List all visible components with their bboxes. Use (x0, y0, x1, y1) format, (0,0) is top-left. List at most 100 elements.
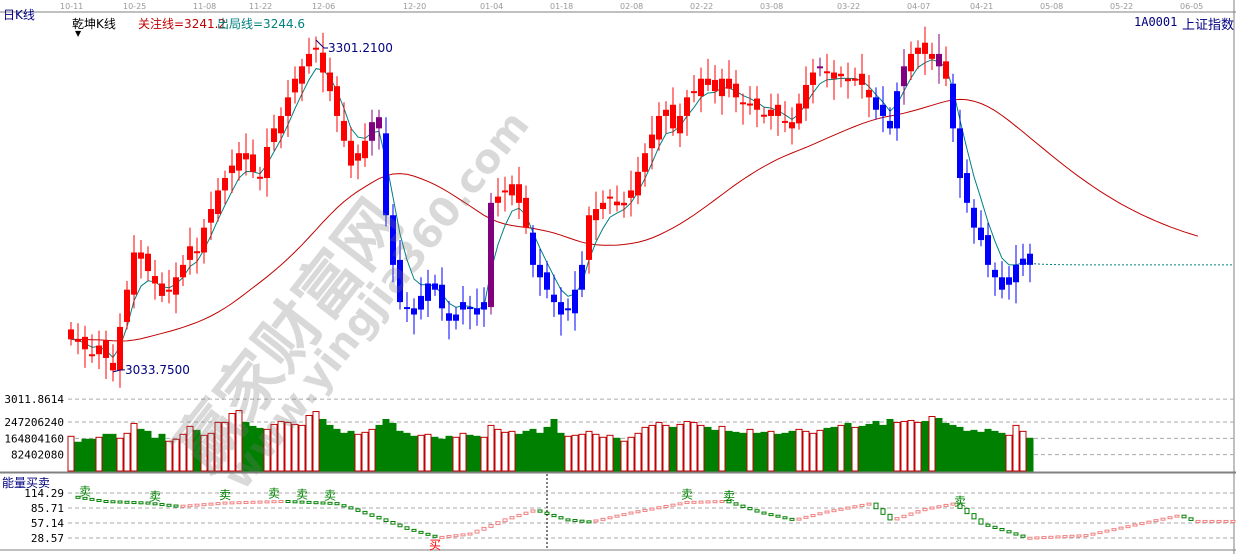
candle (138, 240, 144, 279)
energy-bar (1132, 523, 1138, 527)
volume-bar (501, 431, 509, 472)
candle-body (894, 91, 900, 129)
volume-bar (130, 422, 138, 472)
energy-bar (635, 510, 641, 514)
energy-bar (1013, 532, 1019, 536)
candle (502, 176, 508, 212)
volume-bar (480, 436, 488, 472)
energy-bar (201, 503, 207, 507)
candle (250, 139, 256, 179)
candle-body (355, 153, 361, 161)
candle-body (68, 329, 74, 340)
energy-bar (411, 528, 417, 532)
candle (971, 199, 977, 244)
candle (131, 235, 137, 309)
candle-body (208, 209, 214, 223)
indicator-name[interactable]: 乾坤K线 (72, 17, 116, 31)
volume-bar (690, 421, 698, 472)
energy-bar (264, 500, 270, 504)
candle (278, 107, 284, 149)
energy-bar (530, 509, 536, 513)
candle-body (1020, 258, 1026, 265)
volume-bar (704, 426, 712, 472)
energy-bar (523, 511, 529, 515)
candle (761, 107, 767, 124)
candle-body (845, 78, 851, 82)
energy-bar (985, 523, 991, 527)
volume-bar (312, 411, 320, 472)
energy-bar (1097, 531, 1103, 535)
candle (922, 26, 928, 76)
candle (607, 189, 613, 215)
energy-bar (1139, 522, 1145, 526)
energy-bar (124, 500, 130, 504)
candle-body (257, 176, 263, 179)
candle-body (572, 289, 578, 314)
candle-body (320, 52, 326, 73)
volume-bar (977, 431, 985, 472)
candle-body (971, 207, 977, 228)
energy-bar (145, 501, 151, 505)
energy-bar (614, 514, 620, 518)
candle (152, 259, 158, 300)
candle-body (82, 336, 88, 350)
candle (845, 62, 851, 99)
energy-bar (418, 530, 424, 534)
energy-bar (1090, 532, 1096, 536)
volume-bar (620, 440, 628, 472)
candle (992, 262, 998, 296)
energy-bar (1125, 525, 1131, 529)
candle (747, 86, 753, 115)
volume-axis-label: 247206240 (4, 416, 64, 429)
energy-bar (1174, 514, 1180, 518)
energy-bar (579, 519, 585, 523)
energy-bar (957, 502, 963, 509)
candle (852, 67, 858, 87)
candle-body (691, 91, 697, 94)
candle-body (264, 146, 270, 179)
candle (803, 66, 809, 121)
dropdown-arrow-icon[interactable]: ▼ (75, 29, 82, 38)
candle-body (796, 103, 802, 124)
candle (544, 261, 550, 299)
energy-bar (593, 519, 599, 523)
energy-bar (362, 510, 368, 515)
candle-body (600, 202, 606, 210)
volume-bar (333, 428, 341, 472)
candle (495, 178, 501, 217)
candle-body (1013, 264, 1019, 283)
date-tick-label: 10-11 (60, 2, 83, 11)
volume-bar (508, 430, 516, 472)
energy-bar (460, 533, 466, 537)
volume-bar (809, 432, 817, 472)
candle-body (446, 313, 452, 321)
energy-bar (740, 504, 746, 508)
high-price-annotation: 3301.2100 (328, 41, 393, 55)
volume-bar (984, 428, 992, 472)
candle-body (383, 133, 389, 216)
volume-bar (67, 435, 75, 472)
volume-axis-label: 82402080 (11, 449, 64, 462)
candle (68, 321, 74, 346)
volume-bar (466, 434, 474, 472)
candle (229, 149, 235, 193)
volume-bar (361, 431, 369, 472)
volume-bar (438, 438, 446, 472)
candle (810, 58, 816, 104)
candle-body (663, 109, 669, 116)
energy-bar (978, 518, 984, 525)
candle-body (460, 302, 466, 310)
period-label[interactable]: 日K线 (3, 8, 35, 22)
energy-bar (369, 513, 375, 517)
candle-body (1027, 253, 1033, 265)
candle-body (873, 97, 879, 110)
volume-bar (718, 425, 726, 472)
energy-bar (334, 502, 340, 506)
candle-body (75, 339, 81, 342)
volume-bar (326, 424, 334, 472)
candle (950, 73, 956, 143)
candle-body (362, 140, 368, 159)
volume-bar (410, 435, 418, 472)
volume-bar (81, 438, 89, 472)
